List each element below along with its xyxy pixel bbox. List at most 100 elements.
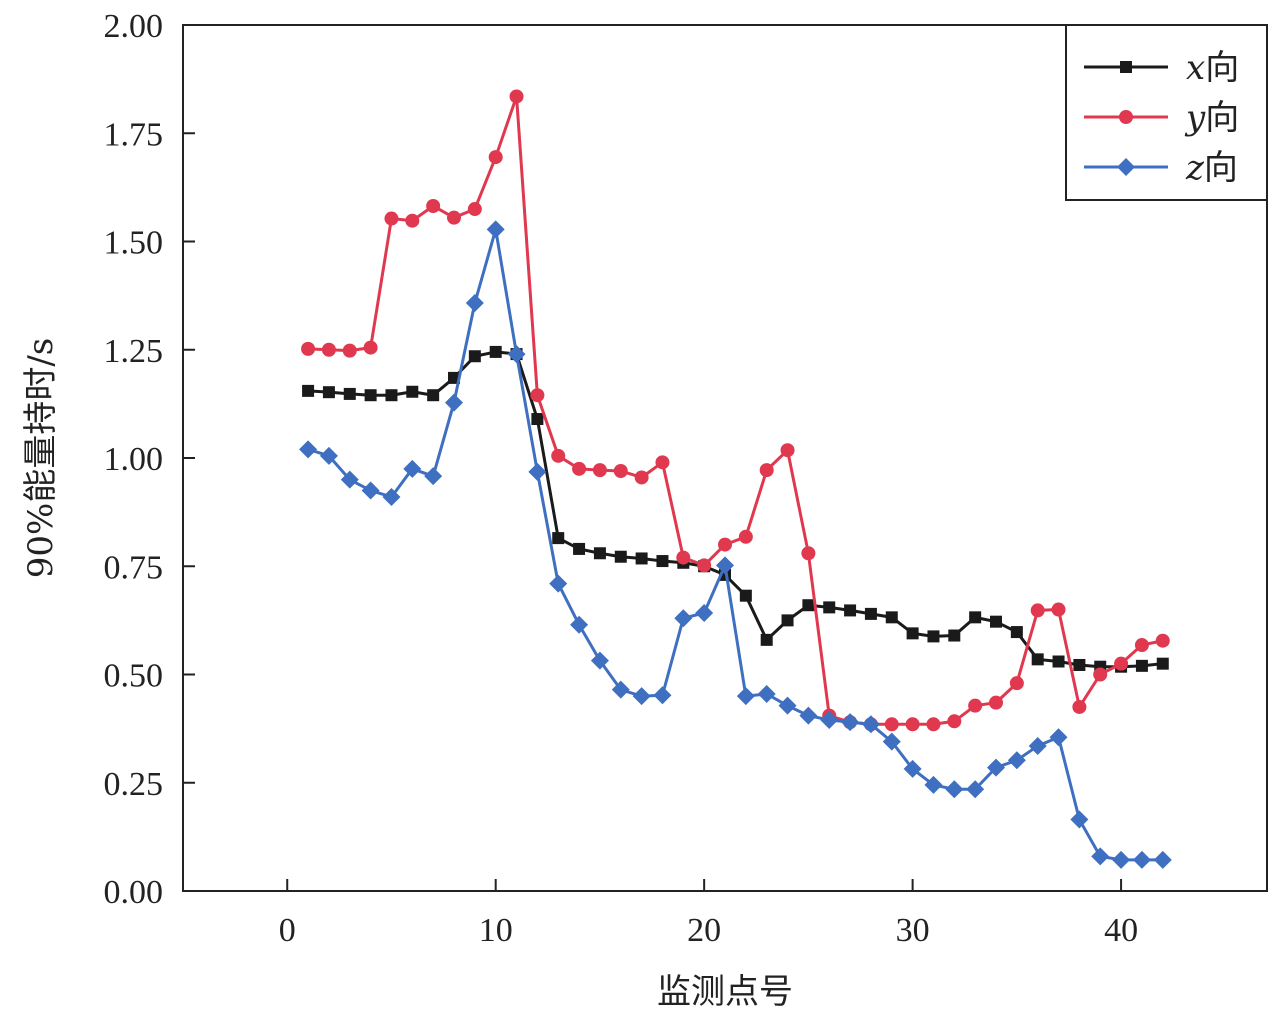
data-point-z [674, 609, 693, 628]
data-point-z [945, 780, 964, 799]
data-point-y [1093, 667, 1108, 682]
data-point-z [632, 687, 651, 706]
data-point-y [363, 340, 378, 355]
x-tick-label: 10 [479, 912, 513, 949]
x-tick-label: 20 [687, 912, 721, 949]
data-point-z [799, 706, 818, 725]
legend-label-x: x向 [1186, 48, 1239, 88]
data-point-z [653, 686, 672, 705]
data-point-z [1153, 850, 1172, 869]
data-point-x [614, 550, 627, 563]
data-point-y [759, 463, 774, 478]
data-point-z [1112, 850, 1131, 869]
x-tick-label: 30 [896, 912, 930, 949]
data-point-y [592, 463, 607, 478]
y-tick-label: 2.00 [104, 8, 164, 45]
data-point-x [948, 629, 961, 642]
data-point-z [465, 293, 484, 312]
y-tick-label: 1.00 [104, 441, 164, 478]
data-point-z [1132, 850, 1151, 869]
series-layer [299, 89, 1172, 869]
data-point-x [427, 389, 440, 402]
data-point-z [611, 680, 630, 699]
x-tick-label: 40 [1104, 912, 1138, 949]
legend-label-var: y [1184, 98, 1206, 138]
legend-label-suffix: 向 [1205, 48, 1239, 88]
y-tick-label: 1.25 [104, 333, 164, 370]
data-point-x [760, 633, 773, 646]
data-point-x [906, 627, 919, 640]
data-point-y [1051, 602, 1066, 617]
data-point-x [322, 386, 335, 399]
data-point-y [509, 89, 524, 104]
data-point-y [342, 343, 357, 358]
legend-box [1065, 24, 1268, 201]
x-axis-ticks: 0 10 20 30 40 [279, 879, 1138, 949]
data-point-y [718, 537, 732, 552]
data-point-z [966, 780, 985, 799]
data-point-x [406, 385, 419, 398]
y-axis-ticks: 0.00 0.25 0.50 0.75 1.00 1.25 1.50 1.75 2.00 [104, 8, 195, 911]
data-point-y [488, 150, 503, 165]
data-point-x [552, 532, 565, 545]
data-point-z [486, 220, 505, 239]
y-tick-label: 0.25 [104, 766, 164, 803]
legend-label-suffix: 向 [1204, 148, 1238, 188]
legend-marker-x [1120, 61, 1132, 73]
data-point-z [361, 481, 380, 500]
data-point-y [321, 342, 336, 357]
data-point-y [676, 550, 691, 565]
data-point-x [969, 611, 982, 624]
data-point-y [613, 463, 628, 478]
data-point-y [801, 546, 816, 561]
x-tick-label: 0 [279, 912, 296, 949]
data-point-y [926, 717, 941, 732]
data-point-x [1031, 653, 1044, 666]
data-point-x [864, 607, 877, 620]
data-point-x [844, 604, 857, 617]
data-point-z [319, 446, 338, 465]
legend-item-z: z向 [1084, 148, 1238, 188]
data-point-z [903, 759, 922, 778]
data-point-y [530, 388, 545, 403]
data-point-z [987, 758, 1005, 777]
legend-item-x: x向 [1084, 48, 1239, 88]
legend-marker-y [1119, 110, 1133, 124]
data-point-z [590, 651, 609, 670]
data-point-y [697, 558, 712, 573]
data-point-z [820, 710, 839, 729]
data-point-x [781, 614, 794, 627]
data-point-x [489, 345, 502, 358]
data-point-z [1049, 728, 1068, 747]
data-point-x [823, 601, 836, 614]
y-axis-label: 90%能量持时/s [21, 338, 61, 578]
data-point-y [780, 443, 795, 458]
data-point-x [1073, 658, 1086, 671]
data-point-z [549, 574, 568, 593]
data-point-z [1028, 736, 1047, 755]
data-point-x [1010, 626, 1023, 639]
data-point-x [1156, 657, 1169, 670]
data-point-x [364, 389, 377, 402]
data-point-x [448, 371, 460, 384]
data-point-z [861, 715, 880, 734]
data-point-y [968, 698, 983, 713]
data-point-y [426, 198, 441, 213]
data-point-x [635, 552, 648, 565]
data-point-x [656, 555, 669, 568]
legend-item-y: y向 [1084, 98, 1239, 138]
plot-area-frame [182, 24, 1268, 892]
data-point-y [989, 695, 1003, 710]
data-point-z [424, 467, 443, 486]
x-axis-label: 监测点号 [657, 972, 793, 1011]
data-point-z [299, 440, 318, 459]
data-point-x [739, 589, 752, 602]
data-point-z [340, 470, 359, 489]
data-point-y [572, 461, 587, 476]
data-point-y [405, 213, 420, 228]
data-point-z [841, 713, 860, 732]
legend-marker-z [1117, 158, 1135, 176]
data-point-y [1155, 633, 1170, 648]
data-point-y [1072, 699, 1087, 714]
